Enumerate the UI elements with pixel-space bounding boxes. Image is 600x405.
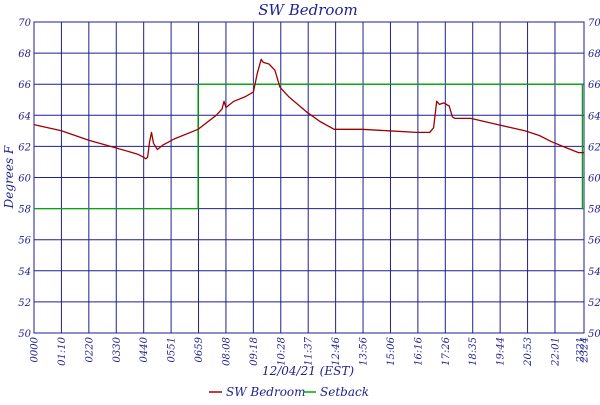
y-tick-label-right: 64 xyxy=(588,111,600,122)
y-tick-label-right: 54 xyxy=(588,267,600,278)
y-tick-label: 62 xyxy=(18,142,31,153)
x-tick-labels: 0000 01:10 0220 0330 0440 0551 0659 08:08 09:18 1… xyxy=(30,336,591,366)
y-tick-labels-right: 50 52 54 56 58 60 62 64 66 68 70 xyxy=(588,18,600,340)
y-axis-title: Degrees F xyxy=(2,145,16,209)
x-tick-label: 0659 xyxy=(194,336,205,362)
y-tick-label: 66 xyxy=(18,80,31,91)
x-tick-label: 0440 xyxy=(139,336,150,362)
x-tick-label: 0551 xyxy=(167,337,178,362)
y-tick-label: 68 xyxy=(18,49,31,60)
series-layer xyxy=(33,58,584,210)
x-tick-label: 2324 xyxy=(580,337,591,363)
x-tick-label: 08:08 xyxy=(221,337,232,366)
y-tick-label-right: 60 xyxy=(588,174,600,185)
y-tick-label-right: 58 xyxy=(588,205,600,216)
x-tick-label: 13:56 xyxy=(359,336,370,365)
x-tick-label: 15:06 xyxy=(386,336,397,365)
y-tick-label: 60 xyxy=(18,174,31,185)
x-tick-label: 0000 xyxy=(30,336,41,362)
y-tick-label: 58 xyxy=(18,205,31,216)
y-tick-label: 54 xyxy=(18,267,31,278)
y-tick-label: 56 xyxy=(18,236,31,247)
legend: SW Bedroom Setback xyxy=(209,385,369,399)
x-tick-label: 0220 xyxy=(84,336,95,362)
x-tick-label: 0330 xyxy=(112,336,123,362)
y-tick-label: 52 xyxy=(18,298,31,309)
x-tick-label: 18:35 xyxy=(468,337,479,366)
y-tick-labels-left: 50 52 54 56 58 60 62 64 66 68 70 xyxy=(18,18,31,340)
y-tick-label-right: 52 xyxy=(588,298,600,309)
y-tick-label-right: 68 xyxy=(588,49,600,60)
y-tick-label: 64 xyxy=(18,111,31,122)
x-tick-label: 16:16 xyxy=(413,336,424,365)
x-tick-label: 2321 xyxy=(576,337,587,363)
grid xyxy=(33,21,585,334)
y-tick-label-right: 66 xyxy=(588,80,600,91)
x-axis-title: 12/04/21 (EST) xyxy=(262,364,354,378)
chart-title: SW Bedroom xyxy=(258,1,357,19)
y-tick-label: 50 xyxy=(18,329,31,340)
y-tick-label: 70 xyxy=(18,18,31,29)
x-tick-label: 17:26 xyxy=(441,336,452,365)
series-line-setback xyxy=(34,83,584,210)
x-tick-label: 10:28 xyxy=(276,337,287,366)
x-tick-label: 20:53 xyxy=(523,337,534,367)
x-tick-label: 09:18 xyxy=(249,337,260,366)
plot-frame xyxy=(33,21,585,334)
y-tick-label-right: 50 xyxy=(588,329,600,340)
x-tick-label: 01:10 xyxy=(57,336,68,365)
x-tick-label: 19:44 xyxy=(496,337,507,366)
legend-label-setback: Setback xyxy=(320,385,369,399)
y-tick-label-right: 62 xyxy=(588,142,600,153)
y-tick-label-right: 70 xyxy=(588,18,600,29)
x-tick-label: 11:37 xyxy=(304,336,315,365)
x-tick-label: 12:46 xyxy=(331,336,342,365)
series-line-sw-bedroom xyxy=(33,58,584,160)
legend-label-sw-bedroom: SW Bedroom xyxy=(226,385,306,399)
x-tick-label: 22:01 xyxy=(550,337,561,367)
y-tick-label-right: 56 xyxy=(588,236,600,247)
